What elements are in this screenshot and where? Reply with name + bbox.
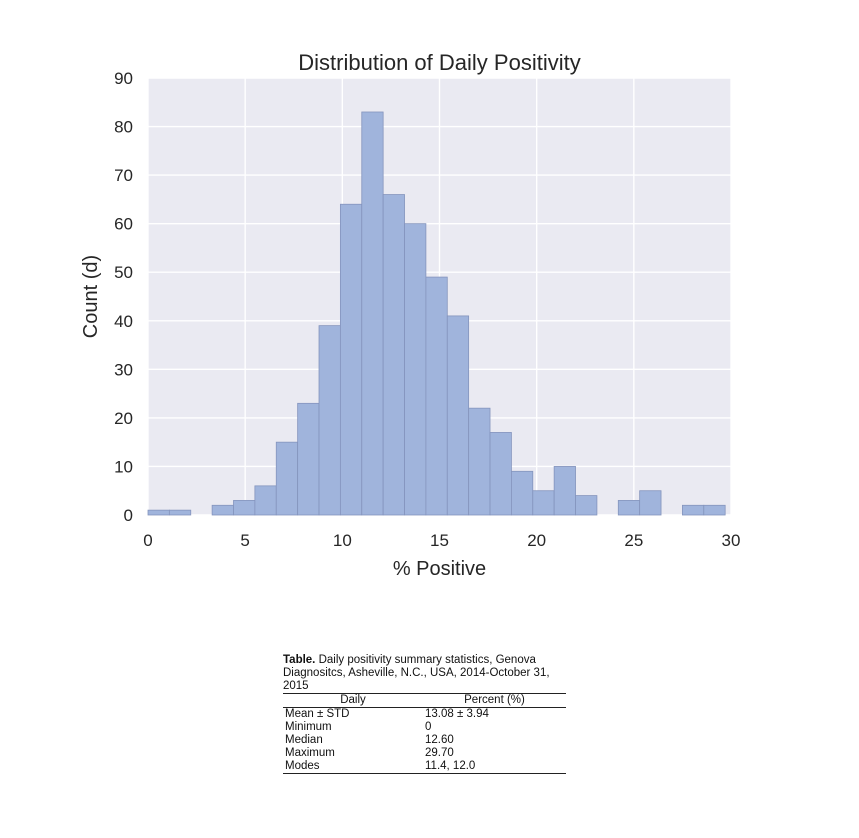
y-tick-label: 0: [124, 506, 133, 525]
histogram-bar: [382, 194, 405, 516]
histogram-bar: [617, 500, 641, 516]
y-tick-label: 60: [114, 215, 133, 234]
histogram-bar: [404, 223, 427, 516]
x-tick-label: 0: [143, 531, 152, 550]
x-axis-label: % Positive: [393, 558, 486, 580]
chart-title: Distribution of Daily Positivity: [298, 50, 580, 75]
table-caption: Table. Daily positivity summary statisti…: [283, 654, 566, 693]
histogram-bar: [275, 441, 299, 516]
table-header: Daily Percent (%): [283, 694, 566, 707]
table-header-percent: Percent (%): [464, 694, 525, 706]
table-header-rule: [283, 707, 566, 708]
row-value: 12.60: [425, 734, 454, 746]
x-tick-label: 25: [624, 531, 643, 550]
histogram-bar: [553, 466, 576, 516]
y-tick-label: 50: [114, 263, 133, 282]
table-bottom-rule: [283, 773, 566, 774]
histogram-bar: [233, 500, 256, 516]
row-label: Maximum: [285, 747, 335, 759]
histogram-bar: [361, 111, 384, 516]
histogram-bar: [339, 203, 363, 516]
histogram-bar: [489, 432, 512, 516]
row-value: 13.08 ± 3.94: [425, 708, 489, 720]
histogram-bar: [318, 325, 341, 516]
y-tick-label: 80: [114, 118, 133, 137]
x-tick-label: 30: [722, 531, 741, 550]
row-label: Median: [285, 734, 323, 746]
row-label: Mean ± STD: [285, 708, 350, 720]
summary-table: Table. Daily positivity summary statisti…: [283, 654, 566, 774]
table-header-daily: Daily: [340, 694, 366, 706]
histogram-bar: [254, 485, 277, 516]
y-tick-label: 30: [114, 360, 133, 379]
x-tick-label: 10: [333, 531, 352, 550]
histogram-bar: [639, 490, 662, 516]
y-tick-label: 90: [114, 69, 133, 88]
histogram-bar: [425, 276, 448, 516]
histogram-bars: [147, 111, 726, 516]
table-row: Minimum 0: [283, 721, 566, 734]
table-row: Maximum 29.70: [283, 747, 566, 760]
table-row: Median 12.60: [283, 734, 566, 747]
table-row: Mean ± STD 13.08 ± 3.94: [283, 708, 566, 721]
x-tick-label: 20: [527, 531, 546, 550]
row-value: 0: [425, 721, 432, 733]
table-row: Modes 11.4, 12.0: [283, 760, 566, 773]
y-tick-labels: 0 10 20 30 40 50 60 70 80 90: [114, 69, 133, 525]
histogram-chart: 0 5 10 15 20 25 30 0 10 20 30 40 50 60 70 80 90 Distrib…: [80, 50, 740, 580]
table-caption-text: Daily positivity summary statistics, Gen…: [283, 654, 550, 692]
x-tick-label: 15: [430, 531, 449, 550]
histogram-bar: [682, 504, 705, 516]
histogram-bar: [703, 504, 726, 516]
histogram-bar: [532, 490, 555, 516]
row-value: 11.4, 12.0: [425, 760, 476, 772]
histogram-bar: [468, 407, 491, 516]
histogram-bar: [297, 402, 320, 516]
histogram-bar: [511, 470, 534, 516]
y-tick-label: 10: [114, 457, 133, 476]
row-value: 29.70: [425, 747, 454, 759]
y-tick-label: 70: [114, 166, 133, 185]
row-label: Minimum: [285, 721, 332, 733]
y-tick-label: 20: [114, 409, 133, 428]
histogram-bar: [446, 315, 470, 516]
table-caption-label: Table.: [283, 654, 316, 666]
histogram-bar: [168, 509, 192, 516]
x-tick-label: 5: [240, 531, 249, 550]
histogram-bar: [147, 509, 170, 516]
y-tick-label: 40: [114, 312, 133, 331]
row-label: Modes: [285, 760, 320, 772]
y-axis-label: Count (d): [80, 255, 102, 338]
x-tick-labels: 0 5 10 15 20 25 30: [143, 531, 740, 550]
histogram-bar: [575, 495, 598, 516]
table-body: Mean ± STD 13.08 ± 3.94 Minimum 0 Median…: [283, 708, 566, 773]
histogram-bar: [211, 504, 234, 516]
table-top-rule: [283, 693, 566, 694]
